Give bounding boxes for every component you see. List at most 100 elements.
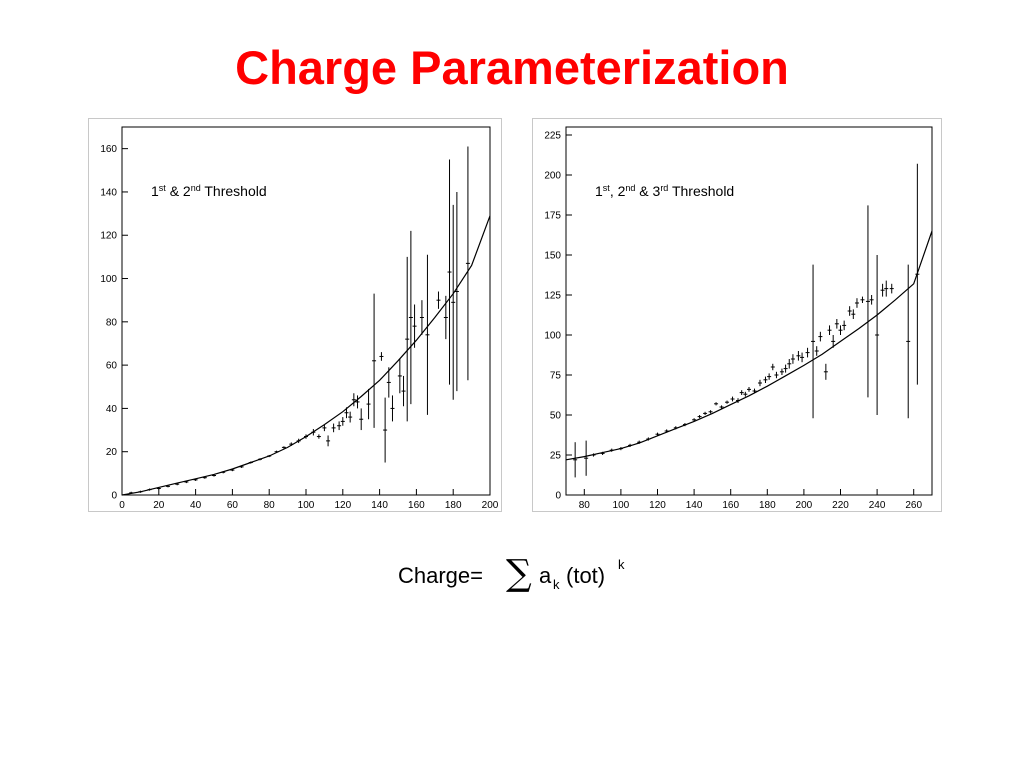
data-point [281,446,286,449]
x-tick-label: 240 [869,500,886,511]
data-point [805,347,810,358]
y-tick-label: 0 [555,491,561,502]
y-tick-label: 100 [100,274,117,285]
plot-frame [565,126,933,496]
x-tick-label: 220 [832,500,849,511]
data-point [351,393,356,407]
x-tick-label: 160 [408,500,425,511]
data-point [790,354,795,364]
y-tick-label: 40 [106,404,118,415]
y-tick-label: 20 [106,447,118,458]
data-point [322,424,327,432]
data-point [401,375,406,407]
data-point [834,319,839,329]
chart-left-svg: 0 20 40 60 80 100 120 140 160 180 200 0 20 40 60 80 100 1… [100,126,499,511]
fit-curve [121,215,491,496]
x-tick-label: 40 [190,500,202,511]
data-point [774,371,779,379]
data-point [390,395,395,422]
data-point [359,408,364,431]
data-point [730,396,735,402]
data-point [412,304,417,348]
data-point [851,309,856,319]
data-point [340,417,345,426]
data-point [880,283,885,297]
data-point [573,442,578,478]
data-point [714,402,719,406]
formula-prefix: Charge= [398,563,484,588]
data-point [419,300,424,335]
data-point [884,280,889,297]
data-point [875,255,880,415]
data-point [719,405,724,409]
x-tick-label: 140 [371,500,388,511]
data-point [827,325,832,335]
data-point [447,159,452,385]
y-tick-label: 100 [544,331,561,342]
data-point [708,410,713,414]
data-point [787,359,792,369]
data-point [869,295,874,305]
x-tick-label: 200 [482,500,499,511]
x-tick-label: 260 [905,500,922,511]
data-point [823,363,828,380]
data-point [847,306,852,316]
slide-title: Charge Parameterization [235,41,789,94]
y-tick-label: 125 [544,291,561,302]
chart-panel-right: 80 100 120 140 160 180 200 220 240 260 0 25 50 75 100 1… [532,118,942,512]
x-tick-label: 60 [227,500,239,511]
data-point [348,411,353,423]
x-tick-label: 140 [686,500,703,511]
y-tick-label: 160 [100,144,117,155]
data-point [405,256,410,422]
data-point [818,331,823,342]
x-tick-label: 20 [153,500,165,511]
data-point [860,296,865,303]
data-point [397,358,402,394]
data-point [465,146,470,381]
data-point [366,388,371,420]
data-point [811,264,816,419]
y-tick-label: 200 [544,171,561,182]
x-tick-label: 120 [334,500,351,511]
formula-coefficient-subscript: k [553,577,560,592]
data-point [408,230,413,405]
data-point [725,400,730,404]
data-point [383,397,388,463]
x-tick-label: 100 [613,500,630,511]
chart-right-annotation: 1st, 2nd & 3rd Threshold [595,183,734,199]
data-point [770,363,775,371]
chart-left-annotation: 1st & 2nd Threshold [151,183,267,199]
x-tick-label: 0 [119,500,125,511]
data-point [831,335,836,348]
data-point [763,376,768,383]
data-point [436,291,441,309]
data-point [331,423,336,433]
data-point [372,293,377,428]
data-point [854,298,859,308]
y-tick-label: 75 [550,371,562,382]
x-tick-label: 200 [796,500,813,511]
data-point [796,351,801,361]
formula-exponent: k [618,557,625,572]
data-point [743,391,748,397]
sigma-symbol: ∑ [506,553,532,594]
y-tick-label: 50 [550,411,562,422]
data-point [814,346,819,356]
data-point [838,325,843,335]
x-tick-label: 180 [445,500,462,511]
data-point [454,191,459,392]
data-point [767,373,772,380]
data-point [337,421,342,431]
x-tick-label: 180 [759,500,776,511]
data-point [316,434,321,439]
data-point [889,283,894,294]
data-point [739,390,744,395]
data-point [425,254,430,415]
x-tick-label: 80 [264,500,276,511]
y-tick-label: 140 [100,187,117,198]
data-point [757,379,762,387]
x-tick-label: 100 [298,500,315,511]
y-tick-label: 150 [544,251,561,262]
data-point [783,364,788,373]
